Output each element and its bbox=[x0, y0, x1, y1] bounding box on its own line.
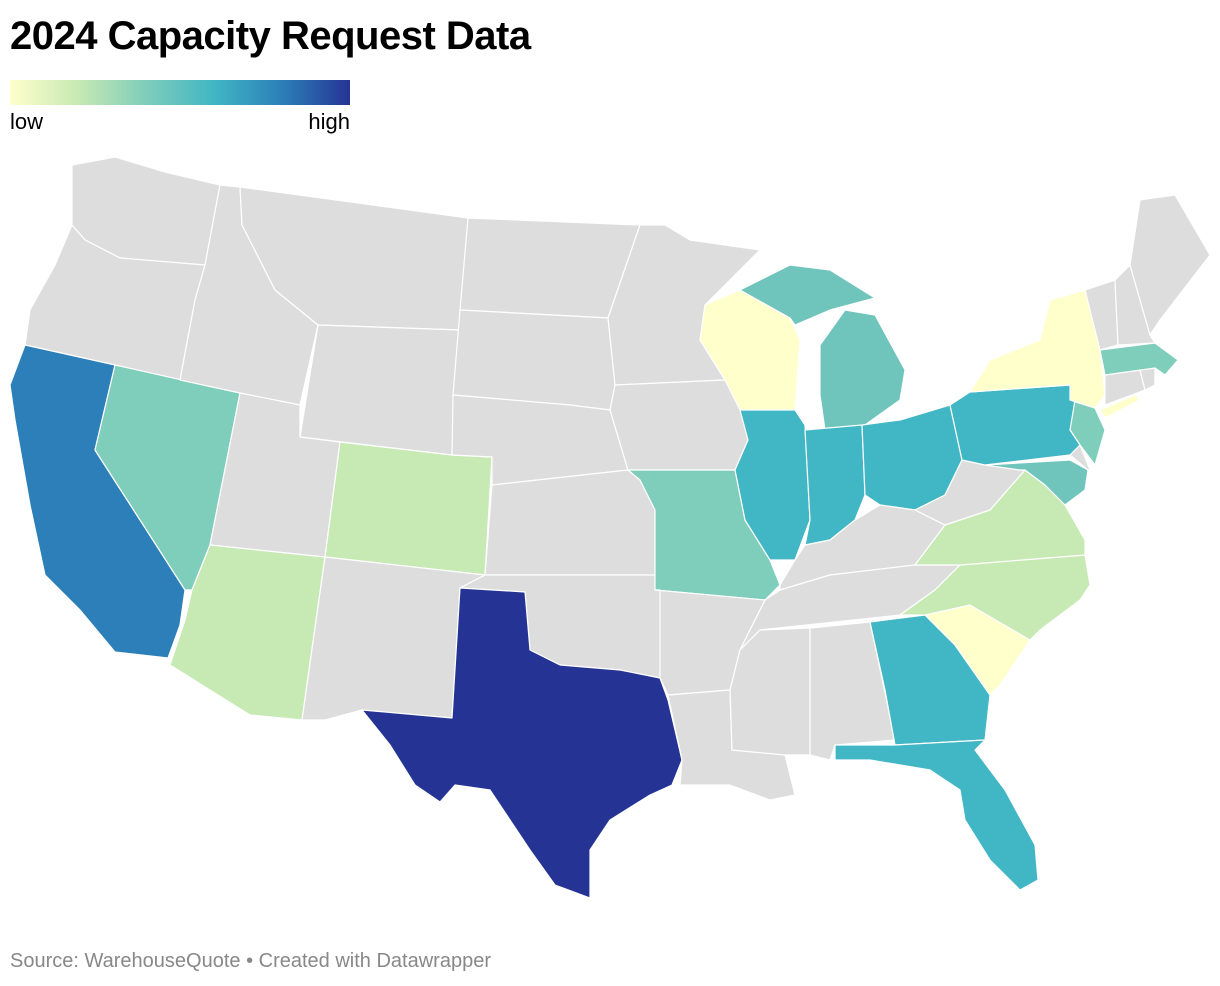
state-south-dakota[interactable] bbox=[452, 309, 616, 411]
state-wyoming[interactable] bbox=[299, 324, 461, 456]
state-massachusetts[interactable] bbox=[1099, 342, 1179, 376]
state-illinois[interactable] bbox=[734, 409, 811, 561]
state-maine[interactable] bbox=[1129, 194, 1211, 336]
state-texas[interactable] bbox=[361, 587, 683, 899]
source-text: Source: WarehouseQuote bbox=[10, 950, 241, 972]
state-pennsylvania[interactable] bbox=[949, 384, 1081, 466]
state-michigan[interactable] bbox=[739, 264, 906, 431]
state-maryland[interactable] bbox=[984, 459, 1089, 506]
state-new-hampshire[interactable] bbox=[1114, 264, 1156, 346]
state-north-carolina[interactable] bbox=[899, 554, 1091, 641]
us-map-svg bbox=[9, 156, 1211, 899]
state-kansas[interactable] bbox=[484, 469, 656, 576]
chart-title: 2024 Capacity Request Data bbox=[10, 14, 531, 58]
legend-high-label: high bbox=[308, 109, 350, 134]
legend-low-label: low bbox=[10, 109, 44, 134]
footer-separator: • bbox=[246, 950, 254, 972]
state-iowa[interactable] bbox=[609, 379, 749, 471]
color-legend: low high bbox=[10, 80, 350, 134]
state-colorado[interactable] bbox=[324, 441, 493, 576]
chart-footer: Source: WarehouseQuote • Created with Da… bbox=[10, 950, 491, 973]
state-new-york-long-island[interactable] bbox=[1099, 394, 1141, 419]
legend-labels: low high bbox=[10, 105, 350, 134]
legend-gradient-bar bbox=[10, 80, 350, 105]
credit-text: Created with Datawrapper bbox=[258, 950, 491, 972]
state-florida[interactable] bbox=[834, 739, 1039, 891]
state-shapes bbox=[9, 156, 1211, 899]
us-choropleth-map bbox=[0, 140, 1220, 930]
